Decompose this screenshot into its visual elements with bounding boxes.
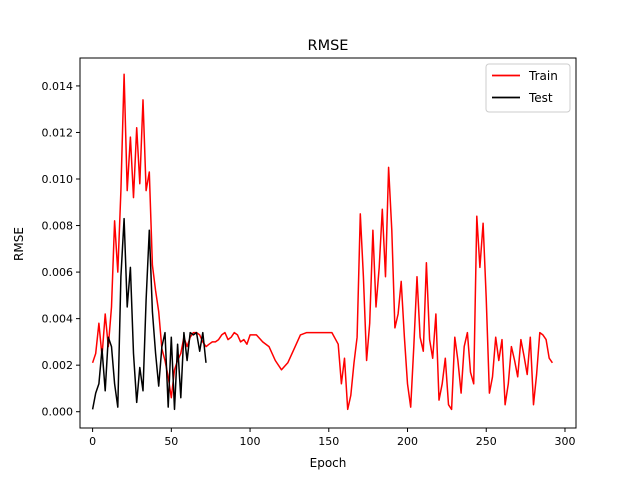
chart-title: RMSE [308,38,349,54]
plot-frame [79,57,577,429]
y-tick-label: 0.014 [42,80,74,93]
y-tick-label: 0.008 [42,220,74,233]
x-tick-label: 300 [554,435,575,448]
x-tick-label: 100 [240,435,261,448]
legend-label-train: Train [528,69,558,83]
y-tick-label: 0.010 [42,173,74,186]
x-tick-label: 150 [318,435,339,448]
legend: Train Test [485,63,571,113]
x-axis-label: Epoch [310,456,347,470]
legend-label-test: Test [528,91,553,105]
x-tick-label: 50 [164,435,178,448]
x-tick-label: 200 [397,435,418,448]
y-tick-label: 0.012 [42,126,74,139]
x-tick-label: 0 [89,435,96,448]
series-line-test [91,217,207,411]
y-tick-label: 0.004 [42,313,74,326]
y-axis-label: RMSE [12,227,26,261]
ticks-layer: 0 50 100 150 200 250 300 0.000 0.002 0.004 0.006 0.… [42,80,576,448]
y-tick-label: 0.000 [42,406,74,419]
x-tick-label: 250 [476,435,497,448]
y-tick-label: 0.006 [42,266,74,279]
series-layer [91,73,554,411]
y-tick-label: 0.002 [42,359,74,372]
